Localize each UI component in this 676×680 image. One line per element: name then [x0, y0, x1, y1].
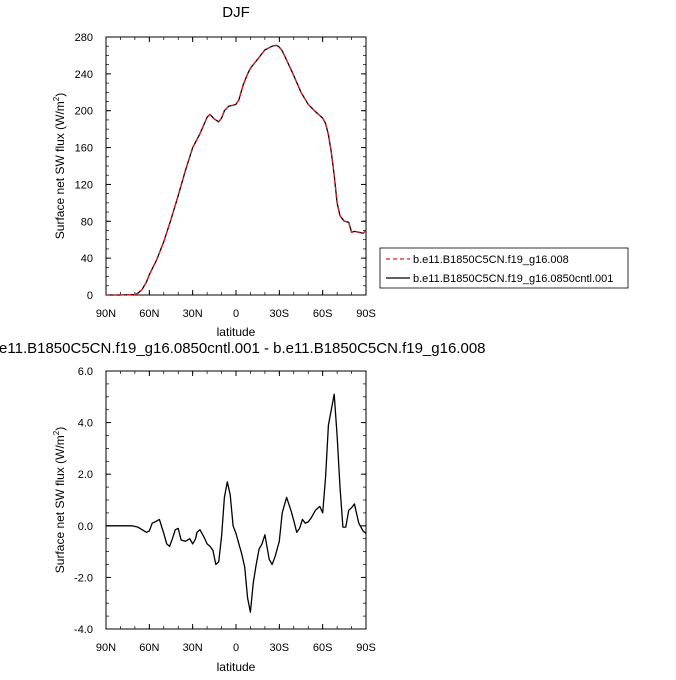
y-axis-label-superscript: 2	[52, 96, 61, 101]
y-tick-label: 280	[75, 32, 93, 44]
chart-title: DJF	[222, 4, 250, 21]
legend-label-series-1: b.e11.B1850C5CN.f19_g16.008	[413, 254, 569, 266]
series-line-2	[106, 44, 367, 296]
x-tick-label: 30S	[270, 308, 290, 320]
x-tick-label: 90N	[96, 308, 116, 320]
x-tick-label: 30N	[183, 642, 203, 654]
y-tick-label: 0.0	[78, 521, 93, 533]
x-tick-label: 30S	[270, 642, 290, 654]
x-tick-label: 90S	[356, 642, 376, 654]
y-tick-label: 0	[87, 290, 93, 302]
x-tick-label: 0	[233, 308, 239, 320]
x-axis-label: latitude	[217, 325, 256, 339]
plot-frame	[105, 370, 367, 630]
y-tick-label: 40	[81, 253, 93, 265]
y-tick-label: -2.0	[74, 572, 93, 584]
y-axis-label-close: )	[53, 93, 67, 97]
series-line-1	[106, 44, 367, 296]
legend-box	[379, 247, 629, 289]
y-tick-label: 200	[75, 106, 93, 118]
y-axis-label-main: Surface net SW flux (W/m	[53, 101, 67, 239]
y-tick-label: 240	[75, 69, 93, 81]
x-axis-label: latitude	[217, 660, 256, 674]
x-tick-label: 0	[233, 642, 239, 654]
y-axis-label-superscript: 2	[52, 430, 61, 435]
series-lines	[106, 393, 367, 613]
y-axis-label: Surface net SW flux (W/m2)	[52, 93, 67, 239]
y-axis-label-close: )	[53, 427, 67, 431]
y-tick-label: 160	[75, 143, 93, 155]
y-tick-label: 2.0	[78, 469, 93, 481]
x-tick-label: 60S	[313, 642, 333, 654]
x-tick-label: 90N	[96, 642, 116, 654]
y-tick-label: 4.0	[78, 418, 93, 430]
difference-chart-title: b.e11.B1850C5CN.f19_g16.0850cntl.001 - b…	[0, 340, 485, 357]
x-axis-ticks: 90N 60N 30N 0 30S 60S 90S	[96, 371, 376, 654]
y-axis-label-main: Surface net SW flux (W/m	[53, 435, 67, 573]
x-tick-label: 60N	[139, 308, 159, 320]
y-axis-ticks: 0 40 80 120 160 200 240 280	[75, 32, 366, 302]
x-tick-label: 60S	[313, 308, 333, 320]
y-axis-label: Surface net SW flux (W/m2)	[52, 427, 67, 573]
plot-frame	[105, 36, 367, 296]
y-tick-label: 6.0	[78, 366, 93, 378]
difference-chart-panel: b.e11.B1850C5CN.f19_g16.0850cntl.001 - b…	[0, 340, 485, 674]
legend: b.e11.B1850C5CN.f19_g16.008 b.e11.B1850C…	[379, 247, 629, 289]
x-tick-label: 30N	[183, 308, 203, 320]
y-tick-label: 120	[75, 179, 93, 191]
series-line-1	[106, 393, 367, 613]
x-axis-ticks: 90N 60N 30N 0 30S 60S 90S	[96, 37, 376, 320]
x-tick-label: 60N	[139, 642, 159, 654]
y-axis-ticks: -4.0 -2.0 0.0 2.0 4.0 6.0	[74, 366, 366, 636]
series-lines	[106, 44, 367, 296]
y-tick-label: -4.0	[74, 624, 93, 636]
x-tick-label: 90S	[356, 308, 376, 320]
flux-chart-panel: DJF 90N 60N 30N 0 30S 60S 90S 0 40 80 120 160 200 24…	[52, 4, 629, 339]
y-tick-label: 80	[81, 216, 93, 228]
legend-label-series-2: b.e11.B1850C5CN.f19_g16.0850cntl.001	[413, 273, 613, 285]
